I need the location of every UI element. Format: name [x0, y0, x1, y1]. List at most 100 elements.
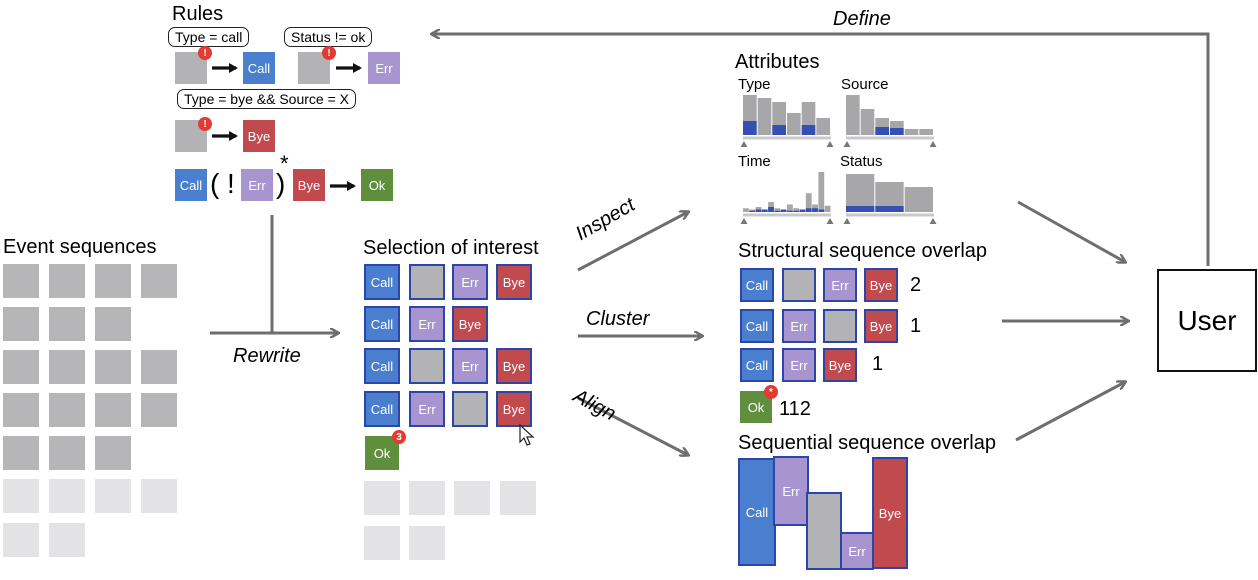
histogram-bar-type [757, 98, 772, 135]
pattern-call: Call [175, 169, 207, 201]
event-sequences-title: Event sequences [3, 236, 157, 258]
structural-event-bye[interactable]: Bye [864, 309, 898, 343]
structural-row-count: 2 [910, 274, 922, 296]
selected-event-blank[interactable] [409, 264, 445, 300]
cluster-label: Cluster [586, 308, 650, 330]
sequence-event-square [95, 393, 131, 427]
sequence-event-square [141, 350, 177, 384]
selected-event-err[interactable]: Err [409, 306, 445, 342]
structural-event-blank[interactable] [823, 309, 857, 343]
selected-event-call[interactable]: Call [364, 306, 400, 342]
sequence-event-square [95, 436, 131, 470]
histogram-bar-type [816, 118, 830, 135]
pattern-repeat-star: * [280, 151, 289, 176]
attributes-to-user-arrow [1017, 200, 1125, 262]
sequential-block-blank[interactable] [806, 492, 842, 570]
histogram-selected-bar-time [774, 210, 781, 212]
histogram-bar-source [860, 109, 875, 135]
pattern-open-paren: ( [210, 168, 220, 199]
pattern-err: Err [241, 169, 273, 201]
selected-event-blank[interactable] [452, 391, 488, 427]
selected-event-bye[interactable]: Bye [452, 306, 488, 342]
selected-event-blank[interactable] [409, 348, 445, 384]
pattern-output-ok: Ok [361, 169, 393, 201]
attribute-time-label: Time [738, 153, 771, 170]
histogram-selected-bar-time [787, 210, 793, 212]
selected-event-bye[interactable]: Bye [496, 348, 532, 384]
slider-handle-type [826, 141, 834, 147]
histogram-selected-bar-source [890, 128, 904, 135]
sequence-event-square [3, 264, 39, 298]
warning-icon: ! [322, 46, 336, 60]
selected-event-call[interactable]: Call [364, 264, 400, 300]
structural-event-err[interactable]: Err [782, 309, 816, 343]
sequence-event-square [49, 393, 85, 427]
structural-event-err[interactable]: Err [782, 348, 816, 382]
sequence-event-square [3, 307, 39, 341]
align-arrow [577, 396, 688, 455]
structural-overlap-title: Structural sequence overlap [738, 240, 988, 262]
warning-icon: ! [198, 117, 212, 131]
selected-event-bye[interactable]: Bye [496, 264, 532, 300]
slider-handle-time [740, 218, 748, 224]
selected-event-err[interactable]: Err [452, 264, 488, 300]
sequence-event-square [3, 479, 39, 513]
selected-event-err[interactable]: Err [452, 348, 488, 384]
unselected-event-square [454, 481, 490, 515]
rules-title: Rules [172, 3, 224, 25]
ok-wildcard-badge: * [764, 385, 778, 399]
sequence-event-square [49, 436, 85, 470]
histogram-bar-source [919, 129, 933, 135]
attribute-status-label: Status [840, 153, 883, 170]
sequence-event-square [141, 393, 177, 427]
sequential-block-err[interactable]: Err [840, 532, 874, 570]
rule-condition-type-bye-source-x: Type = bye && Source = X [177, 89, 356, 109]
histogram-selected-bar-type [801, 125, 816, 135]
sequence-event-square [49, 264, 85, 298]
slider-handle-source [929, 141, 937, 147]
rule-output-err: Err [368, 52, 400, 84]
sequence-event-square [49, 350, 85, 384]
histogram-selected-bar-source [875, 127, 889, 135]
structural-event-call[interactable]: Call [740, 309, 774, 343]
sequence-event-square [141, 264, 177, 298]
histogram-selected-bar-type [772, 125, 786, 135]
structural-event-bye[interactable]: Bye [864, 268, 898, 302]
selected-event-bye[interactable]: Bye [496, 391, 532, 427]
histogram-bar-time [787, 204, 793, 212]
sequential-block-call[interactable]: Call [738, 458, 776, 566]
rewrite-label: Rewrite [233, 345, 301, 367]
selected-event-call[interactable]: Call [364, 348, 400, 384]
sequence-event-square [3, 523, 39, 557]
structural-event-bye[interactable]: Bye [823, 348, 857, 382]
rule-output-call: Call [243, 52, 275, 84]
sequence-event-square [95, 307, 131, 341]
histogram-bar-status [846, 174, 875, 212]
histogram-selected-bar-time [805, 208, 812, 212]
histogram-selected-bar-type [743, 121, 757, 135]
histogram-selected-bar-time [793, 210, 800, 212]
ok-count: 112 [779, 398, 811, 420]
histogram-bar-time [774, 208, 781, 212]
histogram-bar-source [904, 129, 919, 135]
histogram-bar-time [793, 208, 800, 212]
structural-event-call[interactable]: Call [740, 268, 774, 302]
structural-row-count: 1 [910, 315, 922, 337]
sequence-event-square [49, 307, 85, 341]
histogram-selected-bar-time [812, 208, 818, 212]
structural-event-err[interactable]: Err [823, 268, 857, 302]
histogram-bar-time [824, 205, 831, 212]
sequential-block-err[interactable]: Err [773, 456, 809, 526]
histogram-bar-type [787, 113, 801, 135]
sequential-block-bye[interactable]: Bye [872, 457, 908, 569]
histogram-selected-bar-time [799, 209, 806, 212]
structural-event-blank[interactable] [782, 268, 816, 302]
structural-event-call[interactable]: Call [740, 348, 774, 382]
histogram-bar-time [818, 172, 825, 212]
histogram-bar-time [805, 193, 812, 212]
selected-event-call[interactable]: Call [364, 391, 400, 427]
selected-event-err[interactable]: Err [409, 391, 445, 427]
inspect-arrow [577, 212, 688, 272]
sequence-event-square [95, 479, 131, 513]
